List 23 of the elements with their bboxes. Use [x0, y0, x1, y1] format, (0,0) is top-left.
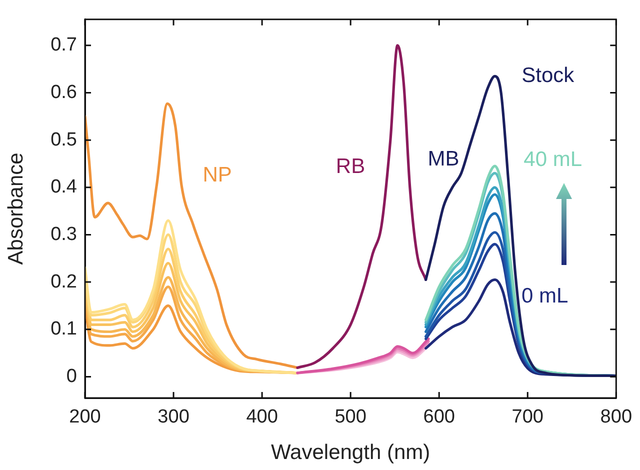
series-label: NP [202, 163, 232, 186]
y-tick-label: 0.1 [50, 318, 77, 340]
x-tick-label: 200 [69, 406, 101, 428]
y-tick-label: 0.3 [50, 224, 77, 245]
series-label: Stock [522, 64, 575, 87]
x-tick-label: 300 [158, 406, 190, 428]
x-tick-label: 700 [512, 406, 544, 428]
x-axis-title: Wavelength (nm) [271, 441, 430, 464]
x-tick-label: 600 [423, 406, 455, 428]
y-tick-label: 0 [66, 366, 77, 387]
x-tick-label: 400 [246, 406, 278, 428]
x-tick-label: 800 [600, 406, 632, 428]
y-tick-label: 0.6 [50, 82, 77, 103]
annotation: MB [428, 147, 460, 170]
x-tick-label: 500 [334, 406, 366, 428]
series-label: 40 mL [524, 148, 582, 171]
y-axis-title: Absorbance [4, 152, 28, 265]
series-label: 0 mL [522, 284, 568, 308]
y-tick-label: 0.5 [50, 129, 77, 150]
y-tick-label: 0.7 [50, 34, 77, 56]
series-label: RB [336, 155, 366, 178]
y-tick-label: 0.4 [50, 176, 78, 198]
y-tick-label: 0.2 [50, 271, 77, 292]
